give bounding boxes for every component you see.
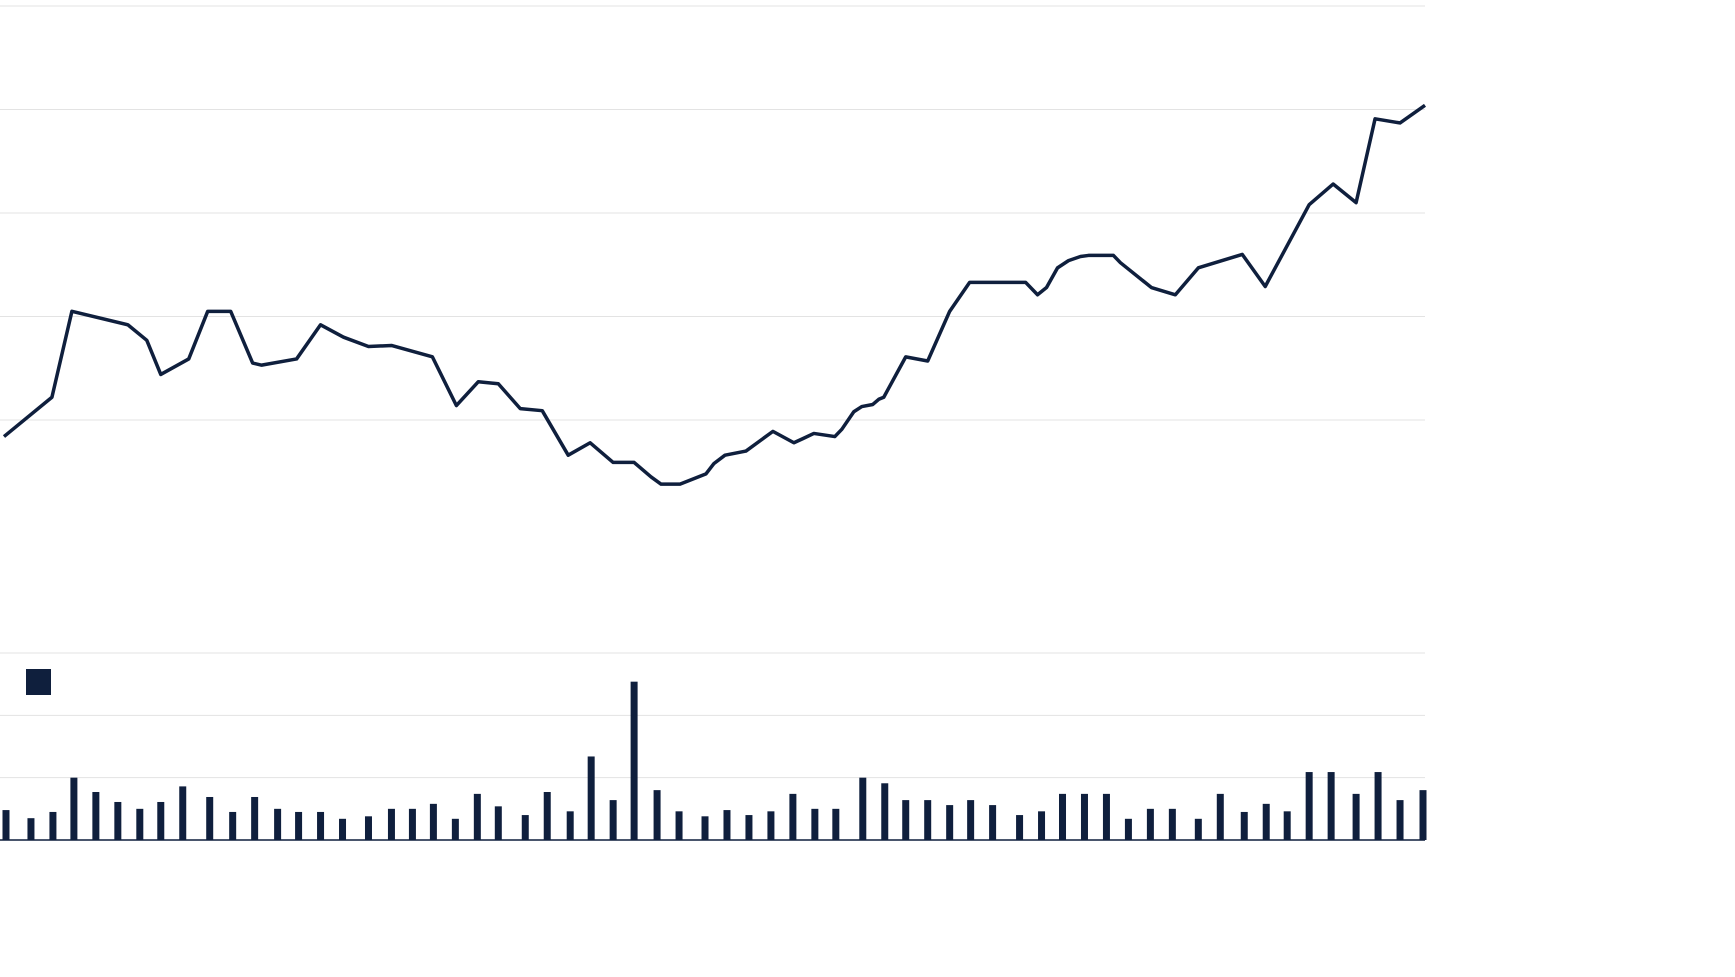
volume-bar xyxy=(1419,790,1427,840)
volume-bar xyxy=(251,796,259,840)
volume-bar xyxy=(723,810,731,840)
volume-bar xyxy=(1283,811,1291,840)
volume-bar xyxy=(1240,811,1248,840)
volume-bar xyxy=(767,811,775,840)
volume-bar xyxy=(989,805,997,840)
volume-bar xyxy=(1262,803,1270,840)
volume-bar xyxy=(675,811,683,840)
volume-bar xyxy=(229,811,237,840)
volume-bar xyxy=(789,793,797,840)
volume-bar xyxy=(946,805,954,840)
volume-bar xyxy=(1352,793,1360,840)
volume-bar xyxy=(967,800,975,840)
volume-bar xyxy=(745,815,753,840)
volume-bar xyxy=(317,811,325,840)
volume-bar xyxy=(451,818,459,840)
volume-bar xyxy=(49,811,57,840)
volume-bar xyxy=(1124,818,1132,840)
volume-bar xyxy=(832,808,840,840)
volume-bar xyxy=(157,801,165,840)
volume-bar xyxy=(27,818,35,840)
volume-bar xyxy=(1216,793,1224,840)
volume-bar xyxy=(408,808,416,840)
volume-bar xyxy=(1327,772,1335,840)
legend-swatch xyxy=(26,669,51,695)
volume-bar xyxy=(274,808,282,840)
volume-bar xyxy=(1374,772,1382,840)
volume-bar xyxy=(653,790,661,840)
volume-bar xyxy=(295,811,303,840)
volume-bar xyxy=(92,792,100,840)
volume-bar xyxy=(429,803,437,840)
volume-bar xyxy=(1038,811,1046,840)
volume-bar xyxy=(1168,808,1176,840)
volume-bar xyxy=(494,806,502,840)
volume-bar xyxy=(136,808,144,840)
volume-bar xyxy=(364,816,372,840)
volume-bar xyxy=(587,756,595,840)
volume-bar xyxy=(1102,793,1110,840)
volume-bar xyxy=(521,815,529,840)
volume-bar xyxy=(114,801,122,840)
volume-bar xyxy=(609,800,617,840)
volume-bar xyxy=(1194,818,1202,840)
volume-bar xyxy=(2,810,10,840)
volume-bar xyxy=(902,800,910,840)
volume-bar xyxy=(70,777,78,840)
volume-bar xyxy=(387,808,395,840)
grid xyxy=(0,5,1425,779)
volume-bar xyxy=(179,786,187,840)
volume-bar xyxy=(1396,800,1404,840)
volume-bar xyxy=(859,777,867,840)
volume-bar xyxy=(566,811,574,840)
volume-bar xyxy=(881,783,889,840)
volume-bar xyxy=(1146,808,1154,840)
marks xyxy=(0,103,1427,841)
volume-bar xyxy=(473,793,481,840)
volume-bar xyxy=(701,816,709,840)
volume-bar xyxy=(630,681,638,840)
volume-bar xyxy=(1080,793,1088,840)
volume-bar xyxy=(339,818,347,840)
price-line xyxy=(2,103,1427,486)
volume-bar xyxy=(1016,815,1024,840)
volume-bar xyxy=(1059,793,1067,840)
volume-bar xyxy=(811,808,819,840)
volume-bar xyxy=(206,796,214,840)
volume-bar xyxy=(543,792,551,840)
volume-bar xyxy=(1305,772,1313,840)
volume-bar xyxy=(924,800,932,840)
